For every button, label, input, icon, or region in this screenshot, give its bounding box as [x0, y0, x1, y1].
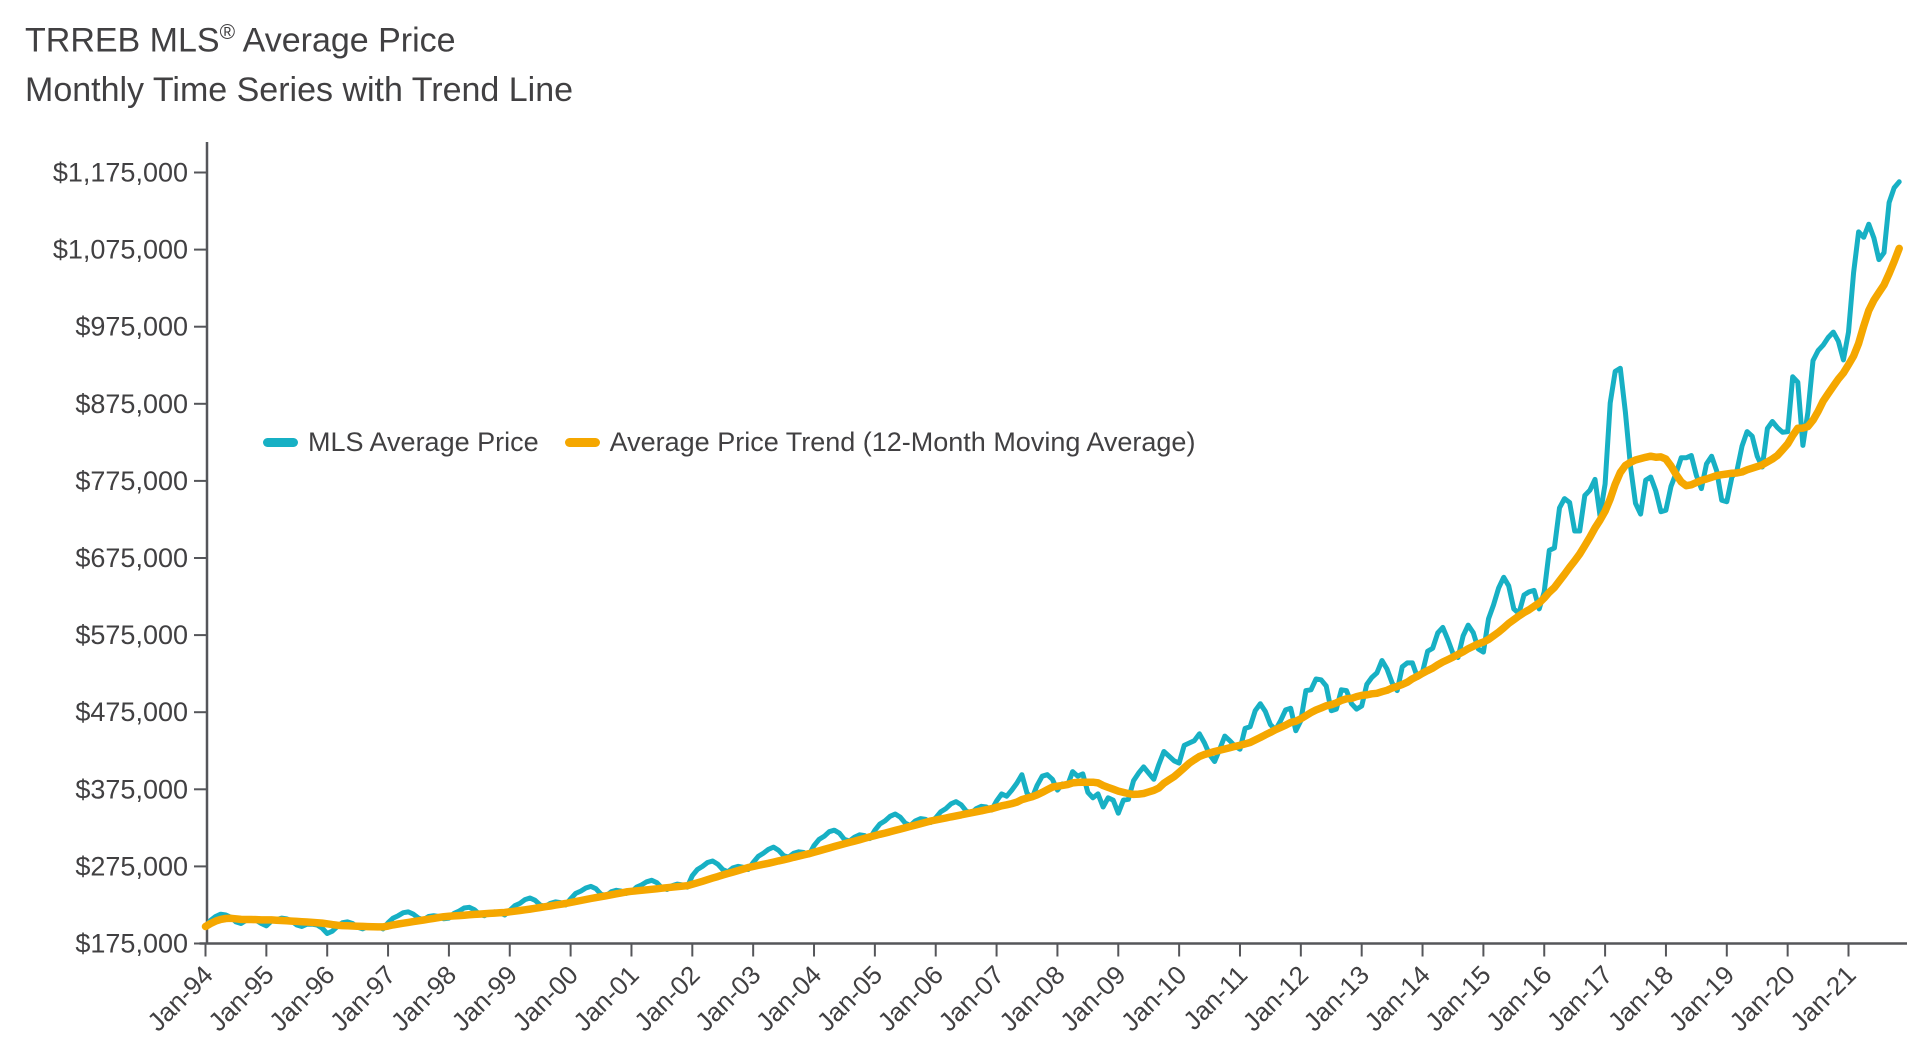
- y-axis-tick-label: $175,000: [75, 929, 188, 959]
- x-axis-tick-label: Jan-19: [1663, 960, 1740, 1037]
- x-axis-tick-label: Jan-02: [628, 960, 705, 1037]
- y-axis-tick-label: $275,000: [75, 851, 188, 881]
- x-axis-tick-label: Jan-21: [1784, 960, 1861, 1037]
- page-title: TRREB MLS® Average Price: [25, 8, 573, 65]
- chart-legend: MLS Average Price Average Price Trend (1…: [263, 427, 1221, 458]
- x-axis-tick-label: Jan-95: [202, 960, 279, 1037]
- title-main: TRREB MLS: [25, 21, 220, 60]
- y-axis-tick-label: $975,000: [75, 312, 188, 342]
- x-axis-tick-label: Jan-17: [1541, 960, 1618, 1037]
- legend-label-mls: MLS Average Price: [308, 427, 539, 457]
- legend-item-mls-average-price: MLS Average Price: [263, 427, 539, 458]
- x-axis-tick-label: Jan-10: [1115, 960, 1192, 1037]
- x-axis-tick-label: Jan-06: [872, 960, 949, 1037]
- x-axis-tick-label: Jan-18: [1602, 960, 1679, 1037]
- legend-label-trend: Average Price Trend (12-Month Moving Ave…: [609, 427, 1196, 457]
- x-axis-tick-label: Jan-03: [689, 960, 766, 1037]
- x-axis-tick-label: Jan-11: [1177, 960, 1253, 1036]
- x-axis-tick-label: Jan-13: [1298, 960, 1375, 1037]
- y-axis-tick-label: $675,000: [75, 543, 188, 573]
- title-block: TRREB MLS® Average Price Monthly Time Se…: [25, 8, 573, 115]
- y-axis-tick-label: $575,000: [75, 620, 188, 650]
- y-axis-tick-label: $875,000: [75, 389, 188, 419]
- x-axis-tick-label: Jan-14: [1358, 960, 1435, 1037]
- x-axis-tick-label: Jan-05: [811, 960, 888, 1037]
- x-axis-tick-label: Jan-99: [446, 960, 523, 1037]
- x-axis-tick-label: Jan-20: [1723, 960, 1800, 1037]
- y-axis-tick-label: $375,000: [75, 774, 188, 804]
- legend-item-trend: Average Price Trend (12-Month Moving Ave…: [564, 427, 1196, 458]
- x-axis-tick-label: Jan-94: [141, 960, 218, 1037]
- x-axis-tick-label: Jan-09: [1054, 960, 1131, 1037]
- y-axis-tick-label: $775,000: [75, 466, 188, 496]
- x-axis-tick-label: Jan-16: [1480, 960, 1557, 1037]
- mls-average-price-line: [203, 179, 1902, 936]
- page-subtitle: Monthly Time Series with Trend Line: [25, 71, 574, 110]
- x-axis-tick-label: Jan-98: [385, 960, 462, 1037]
- x-axis-tick-label: Jan-96: [263, 960, 340, 1037]
- y-axis-tick-label: $1,175,000: [53, 158, 188, 188]
- mls-series-swatch-icon: [263, 438, 298, 447]
- x-axis-tick-label: Jan-00: [506, 960, 583, 1037]
- x-axis-tick-label: Jan-08: [993, 960, 1070, 1037]
- title-rest: Average Price: [235, 21, 456, 60]
- y-axis-tick-label: $1,075,000: [53, 235, 188, 265]
- x-axis-tick-label: Jan-07: [932, 960, 1009, 1037]
- average-price-trend-line: [201, 244, 1903, 931]
- y-axis-tick-label: $475,000: [75, 697, 188, 727]
- x-axis-tick-label: Jan-97: [324, 960, 401, 1037]
- x-axis-tick-label: Jan-12: [1237, 960, 1314, 1037]
- x-axis-tick-label: Jan-04: [750, 960, 827, 1037]
- x-axis-tick-label: Jan-15: [1419, 960, 1496, 1037]
- x-axis-tick-label: Jan-01: [567, 960, 644, 1037]
- registered-trademark-symbol: ®: [219, 21, 236, 44]
- trend-series-swatch-icon: [564, 438, 600, 447]
